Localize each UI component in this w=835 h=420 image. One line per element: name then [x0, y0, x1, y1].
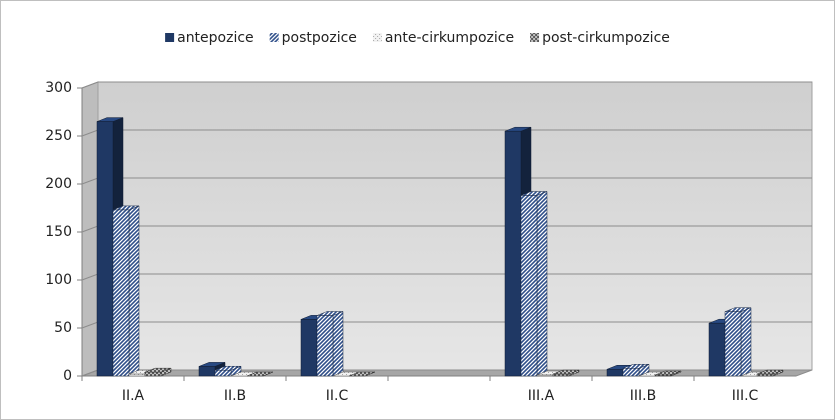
legend-label: postpozice: [282, 30, 357, 46]
bar-front: [214, 369, 232, 377]
bar-front: [724, 311, 742, 377]
x-tick-label: II.A: [122, 388, 145, 404]
bar-front: [198, 366, 216, 377]
y-tick-label: 100: [45, 272, 72, 288]
bar: [552, 369, 580, 377]
bar-side: [128, 205, 140, 377]
legend: antepozice postpozice ante-cirkumpozice pos…: [165, 30, 670, 46]
bar-front: [654, 374, 672, 377]
y-tick-label: 50: [54, 320, 72, 336]
legend-label: antepozice: [177, 30, 254, 46]
bar: [144, 367, 172, 377]
bar-front: [144, 371, 162, 377]
bar-front: [96, 121, 114, 377]
legend-label: ante-cirkumpozice: [385, 30, 514, 46]
bar-side: [536, 191, 548, 377]
grid-line: [81, 81, 812, 89]
x-tick-label: III.C: [732, 388, 759, 404]
legend-swatch: [269, 33, 279, 42]
bar-top: [348, 371, 376, 377]
legend-item: postpozice: [269, 30, 357, 46]
bar-front: [756, 373, 774, 377]
x-tick-label: II.B: [224, 388, 246, 404]
bar: [622, 363, 650, 377]
x-tick-label: III.A: [528, 388, 555, 404]
y-tick-label: 200: [45, 176, 72, 192]
legend-swatch: [165, 33, 175, 42]
x-tick-label: III.B: [630, 388, 656, 404]
bar: [654, 370, 682, 377]
bar: [756, 369, 784, 377]
bar-front: [128, 373, 146, 377]
legend-swatch: [530, 33, 540, 42]
bar-front: [300, 319, 318, 377]
legend-item: post-cirkumpozice: [530, 30, 670, 46]
bar-front: [520, 195, 538, 377]
bar-side: [332, 311, 344, 377]
y-tick-label: 300: [45, 80, 72, 96]
bar-front: [622, 368, 640, 377]
bar: [214, 365, 242, 377]
bar-front: [316, 315, 334, 377]
y-tick-label: 250: [45, 128, 72, 144]
bar: [246, 371, 274, 377]
bar-front: [552, 373, 570, 377]
y-tick-label: 150: [45, 224, 72, 240]
bar-top: [246, 371, 274, 377]
floor: [81, 369, 813, 377]
bar-front: [112, 209, 130, 377]
legend-item: ante-cirkumpozice: [372, 30, 514, 46]
bar: [112, 205, 140, 377]
bar: [520, 191, 548, 377]
bar-front: [536, 374, 554, 377]
y-tick-label: 0: [63, 368, 72, 384]
legend-swatch: [372, 33, 382, 42]
bar: [724, 307, 752, 377]
legend-item: antepozice: [165, 30, 254, 46]
bar-front: [504, 130, 522, 377]
legend-label: post-cirkumpozice: [542, 30, 670, 46]
bar-front: [606, 369, 624, 377]
bar-side: [740, 307, 752, 377]
x-tick-label: II.C: [326, 388, 349, 404]
bar: [348, 371, 376, 377]
bar: [316, 311, 344, 377]
bar-front: [708, 322, 726, 377]
